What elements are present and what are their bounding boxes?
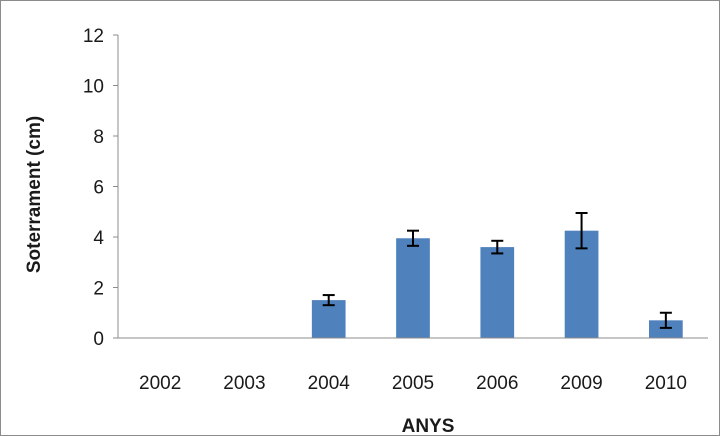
y-axis-ticks: 0 2 4 6 8 10 12 <box>83 26 118 350</box>
error-bar-2004 <box>322 294 335 307</box>
error-bar-2009 <box>575 212 588 250</box>
error-bars <box>322 212 672 329</box>
bar-2006 <box>480 247 515 338</box>
y-tick-label: 0 <box>93 329 104 350</box>
y-axis-title: Soterrament (cm) <box>24 116 45 273</box>
x-tick-label-2004: 2004 <box>308 373 351 394</box>
x-tick-label-2005: 2005 <box>392 373 434 394</box>
bar-2004 <box>311 300 346 338</box>
y-tick-label: 2 <box>93 279 104 300</box>
x-tick-label-2009: 2009 <box>560 373 602 394</box>
y-tick-label: 12 <box>83 26 104 47</box>
error-bar-2005 <box>407 229 419 247</box>
x-axis-title: ANYS <box>402 416 455 436</box>
y-tick-label: 10 <box>83 77 104 98</box>
x-axis-ticks: 2002 2003 2004 2005 2006 2009 2010 <box>139 373 687 394</box>
error-bar-2010 <box>659 311 672 329</box>
bar-2005 <box>396 238 430 338</box>
y-tick-label: 8 <box>93 127 104 148</box>
bars <box>311 230 683 338</box>
error-bar-2006 <box>491 239 504 255</box>
x-tick-label-2002: 2002 <box>139 373 181 394</box>
x-tick-label-2003: 2003 <box>223 373 265 394</box>
x-tick-label-2010: 2010 <box>645 373 687 394</box>
y-tick-label: 6 <box>93 178 104 199</box>
bar-2010 <box>649 320 683 338</box>
x-tick-label-2006: 2006 <box>476 373 518 394</box>
y-tick-label: 4 <box>93 228 104 249</box>
